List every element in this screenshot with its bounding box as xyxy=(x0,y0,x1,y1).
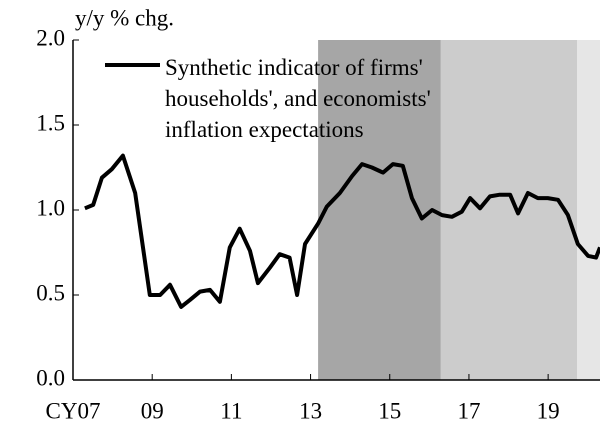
x-tick-label: 11 xyxy=(220,398,242,423)
y-tick-label: 1.5 xyxy=(36,110,65,135)
x-tick-label: CY07 xyxy=(46,398,101,423)
x-tick-label: 15 xyxy=(378,398,401,423)
shaded-region xyxy=(577,40,600,380)
x-tick-label: 09 xyxy=(141,398,164,423)
legend-label: Synthetic indicator of firms' households… xyxy=(165,55,431,142)
data-line xyxy=(84,153,600,309)
y-axis-label: y/y % chg. xyxy=(75,5,174,30)
y-tick-label: 0.5 xyxy=(36,280,65,305)
y-tick-label: 0.0 xyxy=(36,365,65,390)
shaded-region xyxy=(318,40,441,380)
x-tick-label: 17 xyxy=(457,398,480,423)
x-tick-label: 19 xyxy=(537,398,560,423)
x-tick-label: 13 xyxy=(299,398,322,423)
y-tick-label: 1.0 xyxy=(36,195,65,220)
y-tick-label: 2.0 xyxy=(36,25,65,50)
